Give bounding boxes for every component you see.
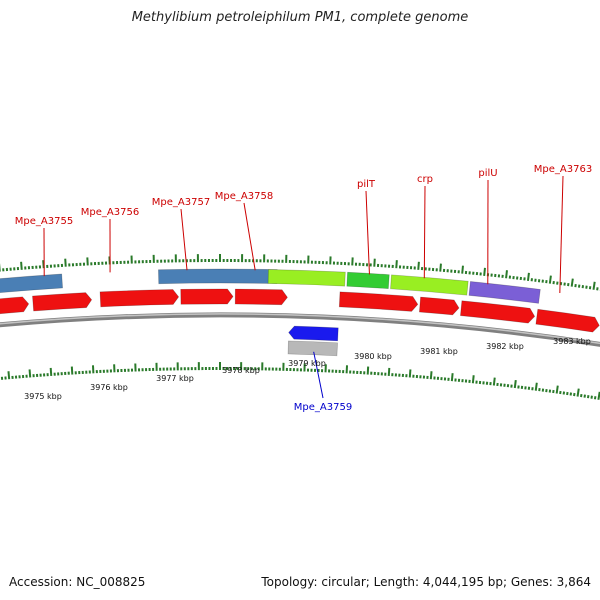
label-leader [313, 351, 324, 399]
cds-arrow-3763 [535, 308, 600, 333]
outer-tick [483, 267, 486, 276]
gene-label: Mpe_A3763 [534, 164, 592, 175]
label-leaders [43, 175, 564, 399]
cds-arrow-crp [418, 296, 460, 316]
gene-block-3763 [468, 281, 541, 304]
inner-tick [450, 373, 454, 382]
kbp-label: 3977 kbp [156, 374, 194, 383]
inner-tick [492, 377, 496, 386]
gene-label: pilT [357, 179, 376, 190]
outer-tick [42, 260, 45, 269]
inner-tick-track [0, 362, 600, 400]
gene-label: Mpe_A3756 [81, 207, 139, 218]
outer-tick [417, 261, 420, 270]
outer-tick [461, 265, 464, 274]
inner-tick [597, 391, 600, 400]
inner-tick [555, 385, 559, 394]
kbp-label: 3975 kbp [24, 392, 62, 401]
reverse-arrow-3759 [288, 325, 339, 342]
outer-tick [570, 278, 574, 287]
gene-label: Mpe_A3757 [152, 197, 210, 208]
inner-tick [49, 367, 53, 376]
kbp-label: 3980 kbp [354, 352, 392, 361]
gene-label: Mpe_A3755 [15, 216, 73, 227]
backbone-highlight [0, 313, 600, 345]
kbp-label: 3976 kbp [90, 383, 128, 392]
genome-title: Methylibium petroleiphilum PM1, complete… [131, 10, 469, 25]
label-leader [243, 202, 256, 271]
label-leader [180, 208, 188, 271]
outer-tick [439, 263, 442, 272]
cds-arrow-pilU [460, 300, 536, 324]
gene-block-crp [346, 271, 390, 290]
label-leader [559, 175, 564, 294]
inner-tick [429, 371, 433, 380]
reverse-block-3759 [287, 340, 338, 357]
outer-tick [20, 261, 23, 270]
cds-arrow-pilT [338, 291, 419, 312]
kbp-label: 3983 kbp [553, 337, 591, 346]
backbone-line [0, 312, 600, 347]
cds-arrow [0, 296, 30, 315]
kbp-scale-labels: 3975 kbp 3976 kbp 3977 kbp 3978 kbp 3979 kbp… [24, 337, 591, 401]
feature-track [0, 268, 600, 357]
gene-label: Mpe_A3759 [294, 402, 352, 413]
gene-label: pilU [478, 168, 497, 179]
inner-tick [471, 375, 475, 384]
accession-text: Accession: NC_008825 [9, 575, 146, 589]
cds-arrow-3757 [180, 288, 234, 305]
cds-arrow-3755 [32, 292, 93, 312]
kbp-label: 3982 kbp [486, 342, 524, 351]
gene-labels: Mpe_A3755 Mpe_A3756 Mpe_A3757 Mpe_A3758 pilT… [15, 164, 592, 413]
topology-text: Topology: circular; Length: 4,044,195 bp… [261, 575, 591, 589]
kbp-label: 3978 kbp [222, 366, 260, 375]
gene-label: crp [417, 174, 433, 185]
cds-arrow-3756 [99, 289, 180, 308]
outer-tick [548, 275, 552, 284]
outer-tick [592, 281, 596, 290]
gene-block-3757-3758 [158, 268, 278, 285]
inner-tick [576, 388, 580, 397]
kbp-label: 3981 kbp [420, 347, 458, 356]
genome-backbone [0, 312, 600, 347]
label-leader [423, 185, 426, 279]
inner-tick [28, 369, 32, 378]
inner-tick [513, 379, 517, 389]
outer-tick [526, 272, 530, 281]
inner-tick [534, 382, 538, 391]
inner-tick [387, 367, 391, 376]
gene-label: Mpe_A3758 [215, 191, 273, 202]
gene-block-pilU [390, 274, 469, 296]
inner-tick [408, 369, 412, 378]
label-leader [365, 190, 370, 275]
outer-tick-track [0, 254, 600, 291]
kbp-label: 3979 kbp [288, 359, 326, 368]
outer-tick [395, 260, 398, 269]
inner-tick [7, 371, 11, 380]
gene-block-3755 [0, 273, 63, 294]
cds-arrow-3758 [234, 288, 288, 306]
gene-block-pilT [267, 269, 346, 287]
outer-tick [505, 270, 508, 279]
